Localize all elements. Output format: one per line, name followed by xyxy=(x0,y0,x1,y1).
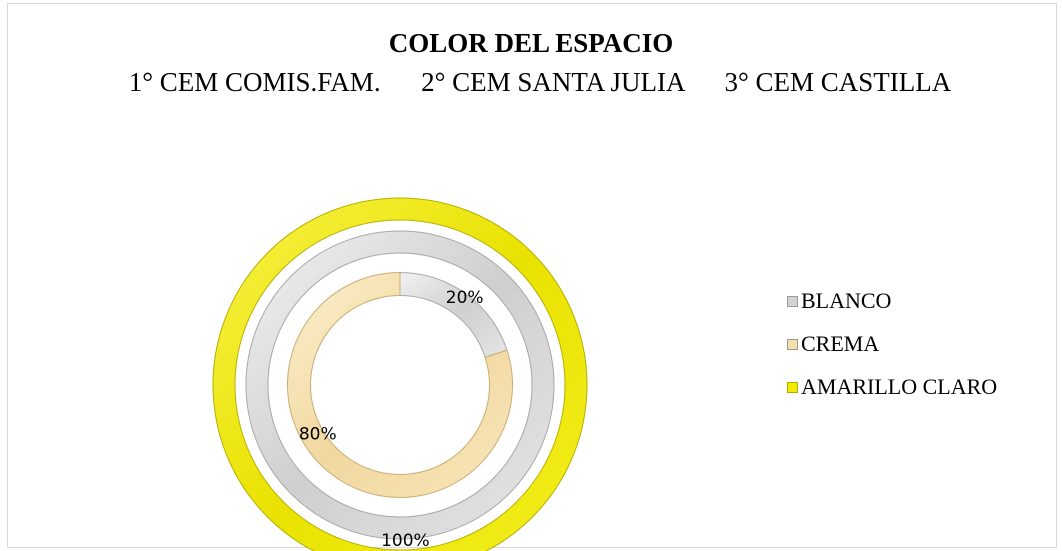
legend-label-amarillo-claro: AMARILLO CLARO xyxy=(801,374,997,400)
data-label-ring1-blanco: 20% xyxy=(446,288,484,308)
legend-swatch-crema xyxy=(787,339,798,350)
legend-swatch-blanco xyxy=(787,296,798,307)
legend-item-blanco: BLANCO xyxy=(787,288,997,314)
legend-label-crema: CREMA xyxy=(801,331,879,357)
chart-legend: BLANCO CREMA AMARILLO CLARO xyxy=(787,288,997,417)
data-label-ring1-crema: 80% xyxy=(299,425,337,445)
data-label-ring2-blanco: 100% xyxy=(381,531,430,551)
legend-item-amarillo-claro: AMARILLO CLARO xyxy=(787,374,997,400)
legend-swatch-amarillo-claro xyxy=(787,382,798,393)
legend-item-crema: CREMA xyxy=(787,331,997,357)
legend-label-blanco: BLANCO xyxy=(801,288,891,314)
